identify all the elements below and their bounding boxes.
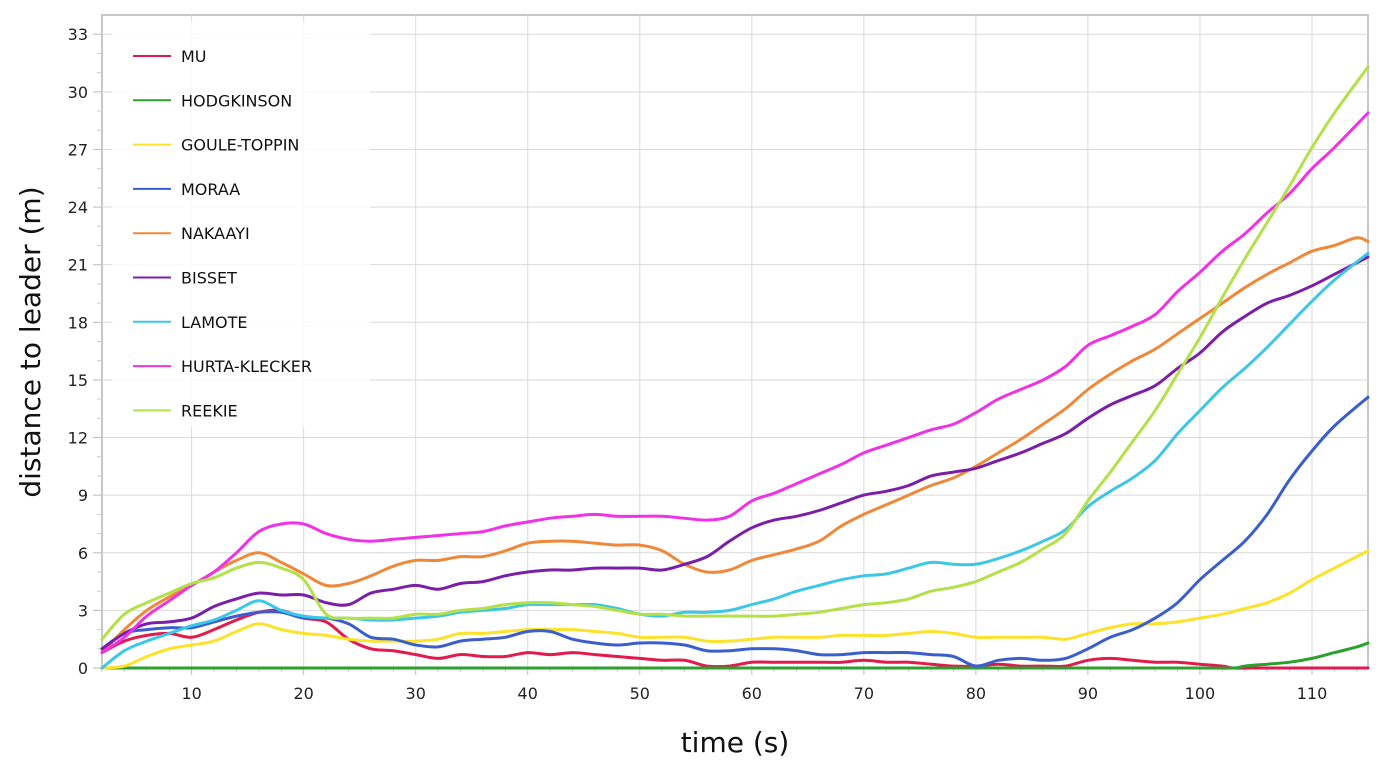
legend-label: REEKIE (181, 401, 238, 420)
legend-label: LAMOTE (181, 313, 248, 332)
legend: MU HODGKINSON GOULE-TOPPIN MORAA NAKAAYI BISS… (112, 22, 370, 427)
x-tick-label: 100 (1185, 684, 1216, 703)
series-line-hodgkinson (100, 641, 1370, 670)
legend-label: GOULE-TOPPIN (181, 136, 299, 155)
y-tick-label: 27 (68, 140, 88, 159)
series-line-bisset (100, 255, 1370, 651)
x-tick-label: 30 (406, 684, 426, 703)
x-tick-label: 10 (181, 684, 201, 703)
series-line-lamote (100, 251, 1370, 670)
x-tick-label: 80 (966, 684, 986, 703)
y-tick-label: 12 (68, 429, 88, 448)
legend-background (112, 22, 370, 427)
series-line-reekie (100, 65, 1370, 641)
legend-label: HODGKINSON (181, 91, 292, 110)
x-tick-label: 90 (1078, 684, 1098, 703)
series-line-nakaayi (100, 236, 1370, 655)
y-tick-label: 24 (68, 198, 88, 217)
x-tick-label: 70 (854, 684, 874, 703)
y-tick-label: 18 (68, 313, 88, 332)
y-tick-label: 33 (68, 25, 88, 44)
y-tick-label: 0 (78, 659, 88, 678)
series-line-goule-toppin (100, 549, 1370, 670)
x-tick-label: 60 (742, 684, 762, 703)
legend-label: MU (181, 47, 207, 66)
y-tick-label: 21 (68, 256, 88, 275)
legend-label: HURTA-KLECKER (181, 357, 312, 376)
series-line-hurta-klecker (100, 111, 1370, 655)
y-axis-title: distance to leader (m) (14, 186, 47, 497)
y-tick-label: 3 (78, 601, 88, 620)
legend-label: NAKAAYI (181, 224, 250, 243)
x-tick-label: 50 (630, 684, 650, 703)
y-tick-label: 30 (68, 83, 88, 102)
x-tick-labels: 10 20 30 40 50 60 70 80 90 100 110 (181, 684, 1327, 703)
y-tick-label: 9 (78, 486, 88, 505)
y-tick-label: 6 (78, 544, 88, 563)
x-tick-label: 20 (293, 684, 313, 703)
x-tick-label: 110 (1297, 684, 1328, 703)
legend-label: BISSET (181, 269, 237, 288)
legend-label: MORAA (181, 180, 240, 199)
y-tick-labels: 0 3 6 9 12 15 18 21 24 27 30 33 (68, 25, 88, 678)
x-tick-label: 40 (518, 684, 538, 703)
series-lines (100, 65, 1370, 670)
x-axis-title: time (s) (681, 726, 790, 759)
y-tick-label: 15 (68, 371, 88, 390)
